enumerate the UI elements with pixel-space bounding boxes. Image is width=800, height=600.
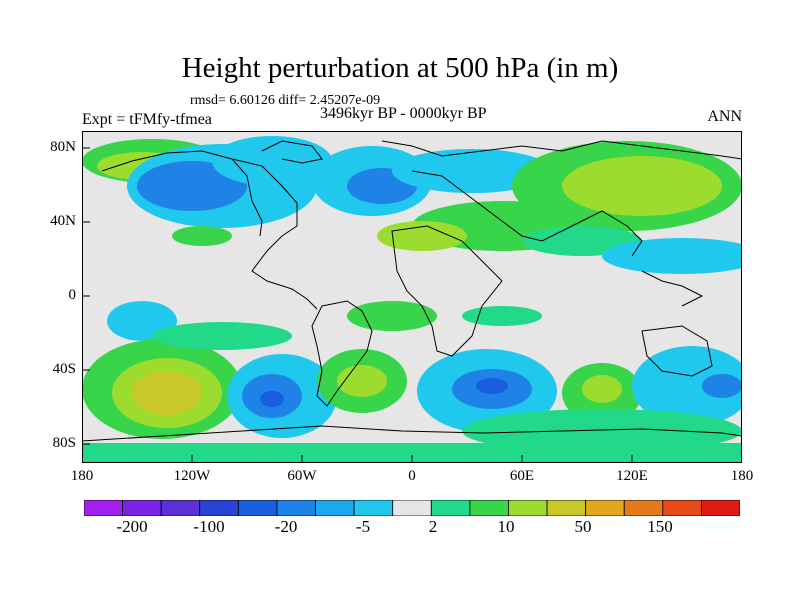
colorbar-cell xyxy=(315,500,355,516)
x-label-60w: 60W xyxy=(287,468,317,484)
colorbar-cell xyxy=(623,500,664,516)
colorbar xyxy=(84,500,740,516)
colorbar-cell xyxy=(546,500,587,516)
colorbar-cell xyxy=(508,500,548,516)
colorbar-cell xyxy=(160,500,201,516)
colorbar-label-3: -20 xyxy=(274,517,298,536)
colorbar-cell xyxy=(392,500,432,516)
colorbar-cell xyxy=(237,500,278,516)
colorbar-cell xyxy=(430,500,471,516)
y-label-40n: 40N xyxy=(50,213,76,229)
x-label-0: 0 xyxy=(408,468,416,484)
experiment-label: Expt = tFMfy-tfmea xyxy=(82,111,212,128)
colorbar-cell xyxy=(701,500,740,516)
colorbar-label-1: -200 xyxy=(116,517,148,536)
colorbar-cell xyxy=(84,500,123,516)
y-label-80s: 80S xyxy=(52,435,76,451)
season-label: ANN xyxy=(707,108,742,125)
colorbar-label-4: -5 xyxy=(355,517,371,536)
colorbar-cell xyxy=(353,500,394,516)
x-label-120e: 120E xyxy=(616,468,648,484)
page-title: Height perturbation at 500 hPa (in m) xyxy=(181,52,619,84)
x-label-180w: 180 xyxy=(70,468,94,484)
stats-text: rmsd= 6.60126 diff= 2.45207e-09 xyxy=(190,93,381,108)
height-perturbation-map xyxy=(82,131,742,463)
y-label-40s: 40S xyxy=(52,361,76,377)
coastlines xyxy=(82,140,742,442)
colorbar-cell xyxy=(122,500,162,516)
colorbar-label-7: 50 xyxy=(574,517,592,536)
colorbar-label-8: 150 xyxy=(647,517,673,536)
y-label-80n: 80N xyxy=(50,139,76,155)
colorbar-cell xyxy=(585,500,625,516)
x-label-180e: 180 xyxy=(730,468,754,484)
x-label-120w: 120W xyxy=(173,468,211,484)
colorbar-label-2: -100 xyxy=(193,517,225,536)
period-label: 3496kyr BP - 0000kyr BP xyxy=(320,105,487,122)
x-label-60e: 60E xyxy=(509,468,535,484)
colorbar-cell xyxy=(276,500,316,516)
colorbar-label-5: 2 xyxy=(428,517,438,536)
colorbar-label-6: 10 xyxy=(497,517,515,536)
colorbar-cell xyxy=(199,500,239,516)
colorbar-cell xyxy=(469,500,509,516)
colorbar-cell xyxy=(662,500,702,516)
axis-ticks xyxy=(82,147,633,463)
y-label-0: 0 xyxy=(68,287,77,303)
